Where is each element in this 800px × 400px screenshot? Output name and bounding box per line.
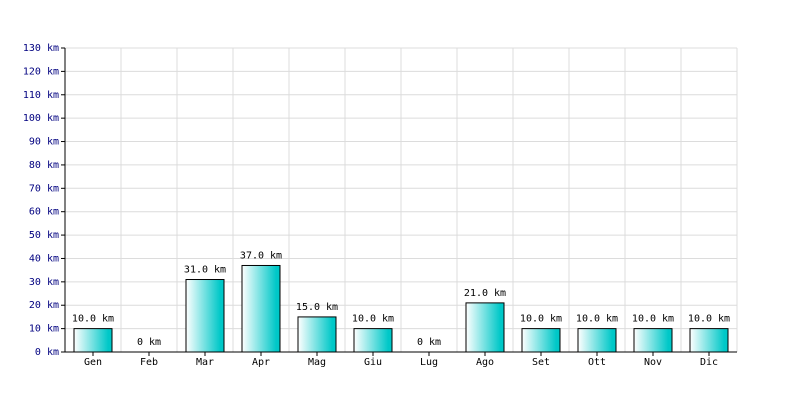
x-tick-label: Lug: [420, 357, 438, 368]
y-tick-label: 0 km: [35, 347, 59, 358]
x-tick-label: Mag: [308, 357, 326, 368]
y-tick-label: 90 km: [29, 137, 59, 148]
y-tick-label: 20 km: [29, 300, 59, 311]
y-tick-label: 120 km: [23, 66, 59, 77]
y-tick-label: 50 km: [29, 230, 59, 241]
x-tick-label: Set: [532, 357, 550, 368]
y-tick-label: 110 km: [23, 90, 59, 101]
y-tick-label: 100 km: [23, 113, 59, 124]
value-label: 10.0 km: [520, 314, 562, 325]
bar: [241, 264, 281, 353]
value-label: 37.0 km: [240, 250, 282, 261]
value-label: 10.0 km: [632, 314, 674, 325]
value-label: 31.0 km: [184, 265, 226, 276]
value-label: 0 km: [137, 337, 161, 348]
x-tick-label: Gen: [84, 357, 102, 368]
x-tick-label: Ott: [588, 357, 606, 368]
x-tick-label: Feb: [140, 357, 158, 368]
y-tick-label: 70 km: [29, 183, 59, 194]
value-label: 0 km: [417, 337, 441, 348]
y-tick-label: 60 km: [29, 207, 59, 218]
x-tick-label: Dic: [700, 357, 718, 368]
value-label: 10.0 km: [688, 314, 730, 325]
value-label: 10.0 km: [72, 314, 114, 325]
x-tick-label: Ago: [476, 357, 494, 368]
bar: [73, 328, 113, 353]
value-label: 15.0 km: [296, 302, 338, 313]
value-label: 10.0 km: [576, 314, 618, 325]
bar: [689, 328, 729, 353]
y-tick-label: 40 km: [29, 253, 59, 264]
bar: [577, 328, 617, 353]
bar: [521, 328, 561, 353]
y-tick-label: 80 km: [29, 160, 59, 171]
value-label: 21.0 km: [464, 288, 506, 299]
bar: [465, 302, 505, 353]
bar: [185, 279, 225, 353]
bar: [297, 316, 337, 353]
y-tick-label: 130 km: [23, 43, 59, 54]
x-tick-label: Apr: [252, 357, 270, 368]
bar: [353, 328, 393, 353]
value-label: 10.0 km: [352, 314, 394, 325]
y-tick-label: 30 km: [29, 277, 59, 288]
x-tick-label: Nov: [644, 357, 662, 368]
x-tick-label: Giu: [364, 357, 382, 368]
bar: [633, 328, 673, 353]
x-tick-label: Mar: [196, 357, 214, 368]
y-tick-label: 10 km: [29, 324, 59, 335]
